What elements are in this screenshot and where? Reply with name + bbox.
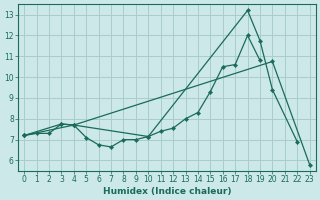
- X-axis label: Humidex (Indice chaleur): Humidex (Indice chaleur): [103, 187, 231, 196]
